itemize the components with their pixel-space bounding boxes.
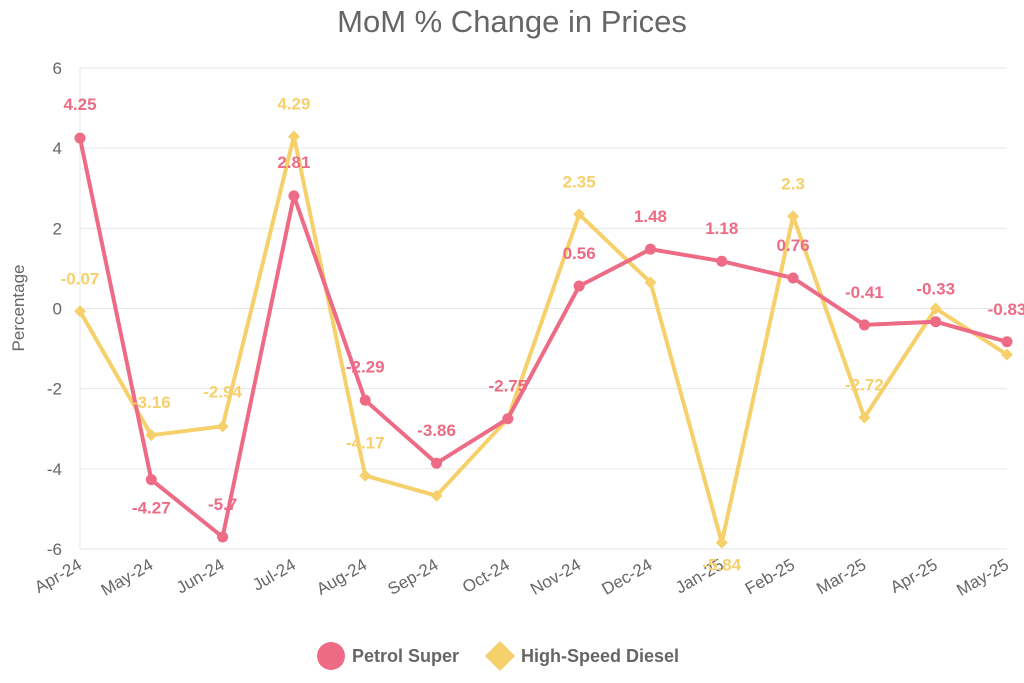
data-point[interactable]	[787, 210, 800, 223]
legend-item-petrol-super[interactable]: Petrol Super	[317, 642, 459, 670]
y-tick-label: -2	[47, 380, 62, 399]
data-label: 2.35	[563, 172, 596, 191]
data-point[interactable]	[74, 132, 86, 144]
data-label: 2.81	[277, 153, 310, 172]
x-tick-label: Jun-24	[173, 555, 228, 597]
x-tick-label: Aug-24	[313, 555, 370, 599]
data-label: 4.25	[63, 95, 96, 114]
data-point[interactable]	[217, 531, 229, 543]
data-label: -4.17	[346, 434, 385, 453]
data-label: -2.75	[488, 377, 527, 396]
x-tick-label: May-24	[98, 555, 157, 600]
data-point[interactable]	[145, 474, 157, 486]
grid	[79, 67, 1007, 550]
y-tick-label: 4	[53, 139, 62, 158]
data-label: 2.3	[781, 174, 805, 193]
data-label: -3.16	[132, 393, 171, 412]
y-tick-label: 0	[53, 300, 62, 319]
data-point[interactable]	[74, 305, 86, 318]
x-tick-label: Dec-24	[598, 555, 655, 599]
data-label: 0.56	[563, 244, 596, 263]
data-label: 4.29	[277, 95, 310, 114]
data-label: 1.18	[705, 219, 738, 238]
data-label: -2.72	[845, 376, 884, 395]
x-tick-label: Oct-24	[459, 555, 513, 597]
x-tick-label: Apr-25	[887, 555, 941, 597]
data-label: -0.41	[845, 283, 884, 302]
data-labels: -0.07 -3.16 -2.94 4.29 -4.17 2.35 -5.84 2.3 -2.7…	[61, 95, 1024, 575]
data-point[interactable]	[287, 130, 300, 143]
x-tick-label: Mar-25	[813, 555, 869, 598]
legend-marker-high-speed-diesel	[485, 641, 515, 671]
data-label: -5.7	[208, 495, 237, 514]
y-axis-ticks: -6 -4 -2 0 2 4 6	[47, 59, 62, 559]
x-tick-label: Nov-24	[527, 555, 584, 599]
data-point[interactable]	[929, 302, 942, 315]
x-tick-label: Apr-24	[31, 555, 85, 597]
data-label: -4.27	[132, 499, 171, 518]
x-tick-label: May-25	[953, 555, 1012, 600]
x-tick-label: Sep-24	[385, 555, 442, 599]
x-axis-ticks: Apr-24 May-24 Jun-24 Jul-24 Aug-24 Sep-24 Oct-…	[31, 555, 1012, 600]
data-point[interactable]	[502, 413, 514, 425]
legend: Petrol Super High-Speed Diesel	[317, 641, 679, 671]
data-label: -2.94	[203, 382, 242, 401]
data-point[interactable]	[858, 319, 870, 331]
data-point[interactable]	[716, 255, 728, 267]
legend-label-high-speed-diesel: High-Speed Diesel	[521, 646, 679, 666]
series-line	[78, 137, 1008, 539]
data-label: 1.48	[634, 207, 667, 226]
y-tick-label: 2	[53, 219, 62, 238]
data-point[interactable]	[359, 394, 371, 406]
legend-label-petrol-super: Petrol Super	[352, 646, 459, 666]
data-label: -0.33	[916, 280, 955, 299]
data-point[interactable]	[1001, 336, 1013, 348]
data-point[interactable]	[573, 280, 585, 292]
x-tick-label: Jul-24	[249, 555, 299, 595]
data-label: -0.07	[61, 269, 100, 288]
data-label: -5.84	[702, 556, 741, 575]
chart-title: MoM % Change in Prices	[337, 4, 687, 39]
legend-marker-petrol-super	[317, 642, 345, 670]
data-point[interactable]	[431, 457, 443, 469]
data-label: -3.86	[417, 421, 456, 440]
data-point[interactable]	[216, 420, 229, 433]
data-point[interactable]	[787, 272, 799, 284]
data-point[interactable]	[858, 411, 871, 424]
y-tick-label: -4	[47, 460, 62, 479]
data-point[interactable]	[644, 243, 656, 255]
series	[74, 130, 1013, 549]
data-point[interactable]	[573, 208, 586, 221]
data-point[interactable]	[288, 190, 300, 202]
data-point[interactable]	[715, 536, 728, 549]
legend-item-high-speed-diesel[interactable]: High-Speed Diesel	[485, 641, 679, 671]
data-label: -0.83	[988, 300, 1024, 319]
data-point[interactable]	[359, 469, 372, 482]
data-point[interactable]	[1001, 348, 1013, 361]
data-label: 0.76	[777, 236, 810, 255]
y-axis-label: Percentage	[9, 265, 28, 352]
data-point[interactable]	[930, 316, 942, 328]
y-tick-label: 6	[53, 59, 62, 78]
data-point[interactable]	[145, 429, 158, 442]
x-tick-label: Feb-25	[742, 555, 798, 598]
data-label: -2.29	[346, 357, 385, 376]
series-line	[78, 134, 1009, 545]
data-point[interactable]	[430, 489, 443, 502]
y-tick-label: -6	[47, 540, 62, 559]
data-point[interactable]	[644, 276, 657, 289]
